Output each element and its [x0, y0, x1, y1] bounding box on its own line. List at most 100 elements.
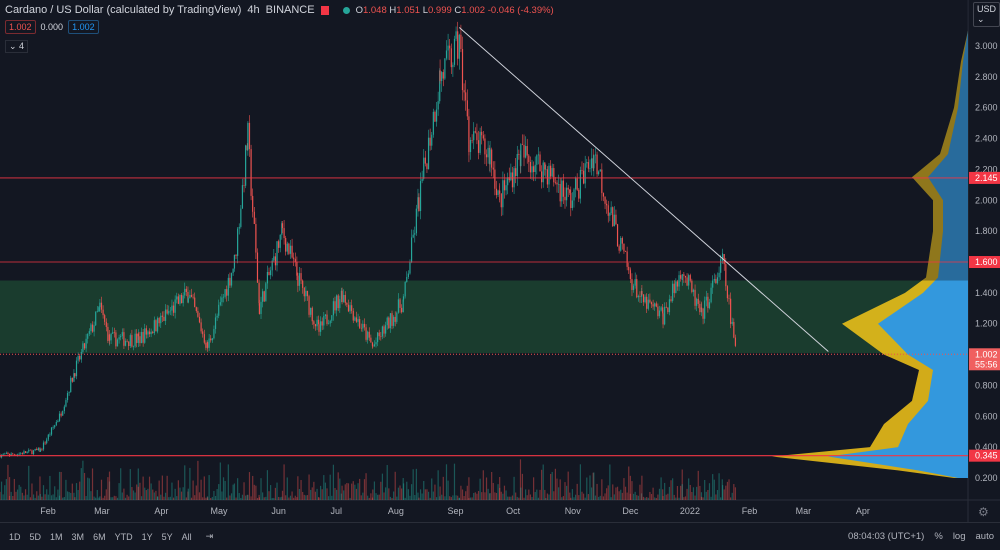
candle	[421, 178, 423, 182]
candle	[658, 310, 661, 317]
sell-price-button[interactable]: 1.002	[5, 20, 36, 34]
price-tick-label: 1.400	[975, 288, 998, 298]
range-5d[interactable]: 5D	[29, 531, 42, 542]
indicators-toggle[interactable]: ⌄ 4	[5, 40, 29, 53]
volume-bar	[414, 495, 416, 500]
candle	[637, 295, 639, 298]
volume-bar	[675, 497, 677, 500]
candle	[100, 302, 103, 310]
candle	[672, 283, 674, 301]
volume-bar	[308, 474, 310, 500]
percent-toggle[interactable]: %	[934, 531, 943, 542]
volume-bar	[278, 496, 280, 500]
volume-bar	[607, 485, 609, 500]
volume-bar	[195, 485, 197, 500]
range-6m[interactable]: 6M	[93, 531, 106, 542]
currency-selector[interactable]: USD ⌄	[973, 2, 1000, 27]
candle	[589, 168, 591, 169]
candle	[444, 58, 446, 79]
candle	[393, 316, 395, 326]
volume-bar	[634, 491, 636, 500]
candle	[190, 295, 193, 297]
price-tick-label: 0.800	[975, 380, 998, 390]
volume-bar	[163, 496, 165, 500]
volume-bar	[52, 494, 54, 500]
candle	[316, 319, 318, 327]
volume-bar	[672, 478, 674, 500]
time-tick-label: Aug	[388, 506, 404, 516]
candle	[10, 453, 12, 456]
volume-bar	[546, 493, 548, 500]
candle	[278, 241, 280, 248]
candle	[592, 158, 594, 169]
volume-bar	[357, 483, 359, 500]
candle	[168, 311, 170, 314]
volume-bar	[21, 492, 23, 500]
volume-bar	[57, 489, 59, 500]
buy-price-button[interactable]: 1.002	[68, 20, 99, 34]
volume-bar	[529, 494, 532, 500]
time-tick-label: Jul	[331, 506, 343, 516]
candle	[610, 207, 612, 214]
candle	[163, 316, 165, 321]
candle	[71, 377, 73, 382]
volume-bar	[0, 481, 3, 500]
volume-bar	[381, 473, 384, 500]
candle	[248, 122, 251, 150]
volume-bar	[453, 463, 456, 500]
volume-bar	[24, 489, 27, 500]
symbol-title[interactable]: Cardano / US Dollar (calculated by Tradi…	[5, 4, 242, 16]
volume-bar	[602, 496, 605, 500]
volume-bar	[426, 489, 428, 500]
volume-bar	[647, 497, 649, 500]
candle	[691, 280, 693, 292]
goto-date-icon[interactable]: ⇥	[205, 531, 214, 541]
range-3m[interactable]: 3M	[71, 531, 85, 542]
volume-bar	[279, 497, 281, 500]
candle	[561, 180, 563, 202]
candle	[545, 169, 547, 170]
volume-bar	[100, 479, 103, 500]
candle	[329, 320, 331, 324]
candle	[262, 291, 264, 302]
log-toggle[interactable]: log	[952, 531, 966, 542]
candle	[554, 182, 556, 183]
candle	[442, 72, 444, 79]
range-1d[interactable]: 1D	[9, 531, 21, 542]
candle	[662, 307, 664, 314]
volume-bar	[248, 472, 251, 500]
candle	[647, 299, 649, 309]
range-1m[interactable]: 1M	[50, 531, 63, 542]
volume-bar	[156, 497, 159, 500]
candle	[355, 317, 358, 322]
candle	[246, 145, 248, 151]
candle	[285, 238, 287, 252]
range-1y[interactable]: 1Y	[141, 531, 153, 542]
price-chart[interactable]: 3.000 2.800 2.600 2.400 2.200 2.000 1.800 1.400…	[0, 0, 1000, 522]
volume-bar	[539, 489, 541, 500]
flag-icon[interactable]	[320, 5, 329, 15]
candle	[293, 257, 295, 259]
volume-bar	[305, 495, 307, 500]
interval[interactable]: 4h	[247, 4, 260, 16]
volume-bar	[115, 496, 117, 500]
volume-bar	[437, 470, 439, 500]
volume-bar	[584, 497, 586, 500]
range-all[interactable]: All	[181, 531, 192, 542]
volume-bar	[189, 467, 191, 500]
range-ytd[interactable]: YTD	[114, 531, 133, 542]
candle	[4, 453, 6, 455]
candle	[582, 170, 585, 184]
candle	[607, 205, 609, 216]
volume-bar	[402, 478, 404, 500]
volume-bar	[500, 491, 502, 500]
candle	[549, 165, 552, 177]
candle	[689, 275, 691, 281]
volume-bar	[324, 482, 327, 500]
range-5y[interactable]: 5Y	[161, 531, 173, 542]
auto-toggle[interactable]: auto	[975, 531, 995, 542]
candle	[95, 311, 97, 326]
volume-bar	[241, 494, 244, 500]
settings-gear-icon[interactable]: ⚙	[978, 505, 989, 519]
candle	[453, 38, 456, 65]
